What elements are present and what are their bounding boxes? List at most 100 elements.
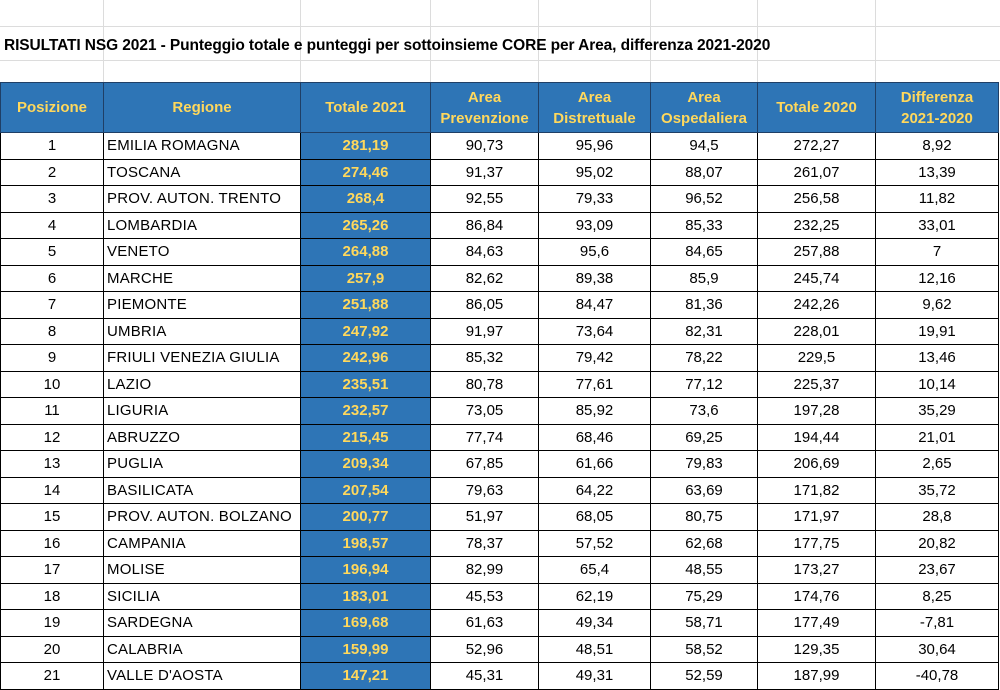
cell-area-ospedaliera[interactable]: 48,55 (650, 556, 758, 584)
header-totale-2020[interactable]: Totale 2020 (757, 82, 876, 133)
cell-differenza[interactable]: 33,01 (875, 211, 999, 239)
cell-regione[interactable]: BASILICATA (103, 476, 301, 504)
cell-differenza[interactable]: 23,67 (875, 556, 999, 584)
cell-totale-2021[interactable]: 207,54 (300, 476, 431, 504)
cell-area-ospedaliera[interactable]: 58,71 (650, 609, 758, 637)
header-differenza[interactable]: Differenza 2021-2020 (875, 82, 999, 133)
cell-area-ospedaliera[interactable]: 77,12 (650, 370, 758, 398)
cell-totale-2021[interactable]: 169,68 (300, 609, 431, 637)
cell-area-distrettuale[interactable]: 79,42 (538, 344, 651, 372)
cell-differenza[interactable]: 7 (875, 238, 999, 266)
cell-area-prevenzione[interactable]: 67,85 (430, 450, 539, 478)
cell-totale-2020[interactable]: 206,69 (757, 450, 876, 478)
cell-totale-2020[interactable]: 197,28 (757, 397, 876, 425)
cell-posizione[interactable]: 3 (0, 185, 104, 213)
cell-differenza[interactable]: 35,29 (875, 397, 999, 425)
cell-area-ospedaliera[interactable]: 88,07 (650, 158, 758, 186)
cell-regione[interactable]: VALLE D'AOSTA (103, 662, 301, 690)
cell-area-prevenzione[interactable]: 51,97 (430, 503, 539, 531)
cell-area-distrettuale[interactable]: 57,52 (538, 529, 651, 557)
cell-area-distrettuale[interactable]: 84,47 (538, 291, 651, 319)
cell-regione[interactable]: TOSCANA (103, 158, 301, 186)
cell-area-ospedaliera[interactable]: 94,5 (650, 132, 758, 160)
cell-regione[interactable]: LIGURIA (103, 397, 301, 425)
cell-area-distrettuale[interactable]: 68,46 (538, 423, 651, 451)
cell-area-distrettuale[interactable]: 95,6 (538, 238, 651, 266)
cell-totale-2021[interactable]: 215,45 (300, 423, 431, 451)
cell-differenza[interactable]: 21,01 (875, 423, 999, 451)
cell-area-distrettuale[interactable]: 62,19 (538, 582, 651, 610)
cell-posizione[interactable]: 19 (0, 609, 104, 637)
cell-regione[interactable]: LOMBARDIA (103, 211, 301, 239)
header-posizione[interactable]: Posizione (0, 82, 104, 133)
cell-area-prevenzione[interactable]: 84,63 (430, 238, 539, 266)
cell-area-distrettuale[interactable]: 79,33 (538, 185, 651, 213)
cell-area-distrettuale[interactable]: 65,4 (538, 556, 651, 584)
cell-differenza[interactable]: 9,62 (875, 291, 999, 319)
cell-totale-2020[interactable]: 194,44 (757, 423, 876, 451)
cell-totale-2021[interactable]: 196,94 (300, 556, 431, 584)
cell-totale-2020[interactable]: 187,99 (757, 662, 876, 690)
cell-regione[interactable]: CALABRIA (103, 635, 301, 663)
cell-posizione[interactable]: 18 (0, 582, 104, 610)
header-area-prevenzione[interactable]: Area Prevenzione (430, 82, 539, 133)
cell-area-ospedaliera[interactable]: 85,33 (650, 211, 758, 239)
cell-totale-2020[interactable]: 261,07 (757, 158, 876, 186)
cell-totale-2020[interactable]: 174,76 (757, 582, 876, 610)
cell-differenza[interactable]: 28,8 (875, 503, 999, 531)
cell-differenza[interactable]: 10,14 (875, 370, 999, 398)
cell-area-ospedaliera[interactable]: 63,69 (650, 476, 758, 504)
cell-totale-2020[interactable]: 225,37 (757, 370, 876, 398)
cell-area-distrettuale[interactable]: 93,09 (538, 211, 651, 239)
cell-regione[interactable]: MARCHE (103, 264, 301, 292)
cell-totale-2021[interactable]: 264,88 (300, 238, 431, 266)
cell-totale-2021[interactable]: 247,92 (300, 317, 431, 345)
cell-totale-2020[interactable]: 171,82 (757, 476, 876, 504)
cell-regione[interactable]: PIEMONTE (103, 291, 301, 319)
cell-area-prevenzione[interactable]: 45,31 (430, 662, 539, 690)
cell-area-ospedaliera[interactable]: 82,31 (650, 317, 758, 345)
cell-area-ospedaliera[interactable]: 73,6 (650, 397, 758, 425)
cell-regione[interactable]: MOLISE (103, 556, 301, 584)
cell-differenza[interactable]: 12,16 (875, 264, 999, 292)
header-totale-2021[interactable]: Totale 2021 (300, 82, 431, 133)
cell-area-ospedaliera[interactable]: 85,9 (650, 264, 758, 292)
cell-posizione[interactable]: 20 (0, 635, 104, 663)
cell-area-prevenzione[interactable]: 92,55 (430, 185, 539, 213)
cell-area-distrettuale[interactable]: 61,66 (538, 450, 651, 478)
cell-area-distrettuale[interactable]: 85,92 (538, 397, 651, 425)
cell-totale-2021[interactable]: 200,77 (300, 503, 431, 531)
cell-totale-2020[interactable]: 245,74 (757, 264, 876, 292)
cell-regione[interactable]: ABRUZZO (103, 423, 301, 451)
cell-posizione[interactable]: 10 (0, 370, 104, 398)
cell-regione[interactable]: VENETO (103, 238, 301, 266)
cell-differenza[interactable]: 11,82 (875, 185, 999, 213)
cell-regione[interactable]: SARDEGNA (103, 609, 301, 637)
cell-totale-2021[interactable]: 274,46 (300, 158, 431, 186)
cell-area-distrettuale[interactable]: 49,31 (538, 662, 651, 690)
cell-totale-2020[interactable]: 129,35 (757, 635, 876, 663)
cell-differenza[interactable]: 20,82 (875, 529, 999, 557)
cell-totale-2021[interactable]: 235,51 (300, 370, 431, 398)
cell-area-prevenzione[interactable]: 73,05 (430, 397, 539, 425)
cell-area-prevenzione[interactable]: 85,32 (430, 344, 539, 372)
cell-totale-2021[interactable]: 183,01 (300, 582, 431, 610)
cell-area-ospedaliera[interactable]: 69,25 (650, 423, 758, 451)
cell-totale-2021[interactable]: 257,9 (300, 264, 431, 292)
cell-differenza[interactable]: 30,64 (875, 635, 999, 663)
cell-totale-2021[interactable]: 147,21 (300, 662, 431, 690)
cell-posizione[interactable]: 12 (0, 423, 104, 451)
cell-area-ospedaliera[interactable]: 75,29 (650, 582, 758, 610)
cell-area-prevenzione[interactable]: 86,05 (430, 291, 539, 319)
cell-posizione[interactable]: 7 (0, 291, 104, 319)
cell-area-prevenzione[interactable]: 45,53 (430, 582, 539, 610)
cell-area-prevenzione[interactable]: 78,37 (430, 529, 539, 557)
cell-area-ospedaliera[interactable]: 62,68 (650, 529, 758, 557)
cell-totale-2021[interactable]: 232,57 (300, 397, 431, 425)
cell-area-ospedaliera[interactable]: 79,83 (650, 450, 758, 478)
cell-area-prevenzione[interactable]: 86,84 (430, 211, 539, 239)
cell-differenza[interactable]: 35,72 (875, 476, 999, 504)
cell-totale-2020[interactable]: 232,25 (757, 211, 876, 239)
cell-totale-2020[interactable]: 173,27 (757, 556, 876, 584)
cell-differenza[interactable]: -40,78 (875, 662, 999, 690)
